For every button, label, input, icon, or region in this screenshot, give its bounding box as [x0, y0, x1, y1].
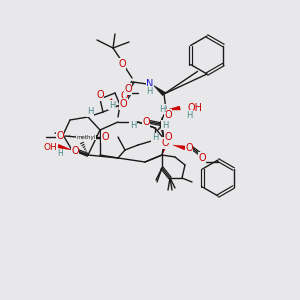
Text: O: O: [56, 131, 64, 141]
Text: H: H: [57, 149, 63, 158]
Polygon shape: [109, 99, 117, 107]
Text: O: O: [185, 143, 193, 153]
Text: OH: OH: [188, 103, 203, 113]
Text: methyl: methyl: [76, 134, 96, 140]
Text: H: H: [186, 110, 192, 119]
Text: O: O: [119, 99, 127, 109]
Polygon shape: [166, 106, 180, 110]
Text: H: H: [162, 121, 168, 130]
Text: O: O: [161, 138, 169, 148]
Text: OH: OH: [43, 142, 57, 152]
Polygon shape: [162, 142, 168, 155]
Text: H: H: [87, 107, 93, 116]
Text: N: N: [146, 79, 154, 89]
Text: O: O: [71, 146, 79, 156]
Text: O: O: [120, 91, 128, 101]
Text: H: H: [152, 134, 158, 142]
Text: O: O: [198, 153, 206, 163]
Text: H: H: [109, 100, 115, 109]
Text: O: O: [164, 132, 172, 142]
Text: O: O: [164, 110, 172, 120]
Polygon shape: [153, 85, 165, 96]
Text: O: O: [96, 90, 104, 100]
Text: O: O: [118, 59, 126, 69]
Polygon shape: [58, 144, 72, 150]
Text: H: H: [130, 121, 136, 130]
Text: O: O: [142, 117, 150, 127]
Polygon shape: [173, 145, 185, 150]
Text: O: O: [101, 132, 109, 142]
Text: H: H: [146, 86, 152, 95]
Text: H: H: [159, 104, 165, 113]
Text: O: O: [124, 84, 132, 94]
Polygon shape: [118, 105, 122, 107]
